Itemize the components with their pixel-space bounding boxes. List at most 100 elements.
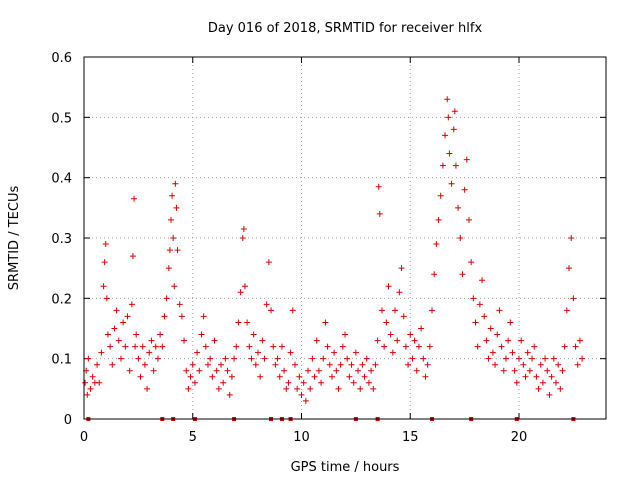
data-point (159, 343, 166, 350)
data-point (101, 259, 108, 266)
data-point (150, 367, 157, 374)
y-tick-label: 0.4 (51, 172, 72, 187)
data-point (548, 373, 555, 380)
data-point (465, 216, 472, 223)
data-point (485, 355, 492, 362)
data-point (209, 373, 216, 380)
data-point (322, 319, 329, 326)
data-point (315, 367, 322, 374)
data-point (479, 277, 486, 284)
data-point (248, 355, 255, 362)
data-point (189, 361, 196, 368)
data-point (420, 355, 427, 362)
data-point (537, 361, 544, 368)
data-point (389, 349, 396, 356)
data-point (187, 373, 194, 380)
data-point (566, 265, 573, 272)
data-point (381, 343, 388, 350)
data-point (375, 183, 382, 190)
data-point (445, 114, 452, 121)
data-point (181, 337, 188, 344)
data-point (422, 373, 429, 380)
data-point (291, 361, 298, 368)
data-point (139, 343, 146, 350)
data-point (555, 361, 562, 368)
data-point (115, 337, 122, 344)
data-point (252, 361, 259, 368)
data-point (457, 235, 464, 241)
data-point (346, 373, 353, 380)
data-point (268, 307, 275, 314)
data-point (344, 355, 351, 362)
data-point (574, 361, 581, 368)
axis-ticks: 0 0.1 0.2 0.3 0.4 0.5 0.6 0 5 10 15 20 (51, 51, 606, 445)
data-point (244, 319, 251, 326)
data-point (311, 373, 318, 380)
data-point (296, 373, 303, 380)
data-point (233, 343, 240, 350)
data-point (309, 355, 316, 362)
data-point (418, 325, 425, 332)
data-point (331, 349, 338, 356)
data-point (429, 307, 435, 314)
data-point (378, 307, 385, 314)
data-point (385, 283, 392, 290)
data-point (87, 385, 94, 392)
data-point (550, 355, 557, 362)
data-point (539, 379, 546, 386)
data-point (141, 361, 148, 368)
data-point (218, 361, 225, 368)
data-point (259, 337, 266, 344)
data-point (257, 373, 264, 380)
data-point (220, 379, 227, 386)
data-point (483, 337, 490, 344)
data-point (261, 355, 268, 362)
data-point (100, 283, 107, 290)
data-point (122, 343, 129, 350)
data-point (194, 349, 201, 356)
data-point (302, 397, 309, 404)
data-point (468, 259, 475, 266)
data-point (128, 301, 135, 308)
data-point (84, 391, 91, 398)
data-point (516, 355, 522, 362)
data-point (374, 337, 381, 344)
data-point (450, 126, 457, 133)
data-point (165, 265, 172, 272)
data-point (240, 225, 247, 232)
data-point (207, 355, 214, 362)
data-point (117, 355, 124, 362)
x-tick-label: 15 (402, 430, 419, 445)
y-tick-label: 0.3 (51, 232, 72, 247)
data-point (524, 349, 531, 356)
data-point (557, 385, 564, 392)
data-point (250, 331, 257, 338)
plot-frame (83, 56, 607, 420)
data-point (361, 373, 368, 380)
data-point (492, 361, 499, 368)
data-point (307, 385, 314, 392)
y-axis-label: SRMTID / TECUs (7, 186, 22, 291)
data-point (283, 385, 290, 392)
data-point (411, 337, 418, 344)
x-tick-label: 0 (80, 430, 88, 445)
data-point (342, 331, 348, 338)
data-point (505, 337, 512, 344)
data-point (451, 108, 458, 115)
data-point (413, 367, 420, 374)
data-point (459, 271, 466, 278)
data-point (211, 337, 218, 344)
data-point (170, 235, 177, 241)
data-point (109, 361, 116, 368)
data-point (285, 379, 292, 386)
chart-title: Day 016 of 2018, SRMTID for receiver hlf… (208, 21, 483, 36)
data-point (535, 385, 542, 392)
data-point (572, 343, 579, 350)
data-point (446, 150, 453, 157)
data-point (103, 295, 110, 302)
data-point (198, 331, 205, 338)
data-point (278, 343, 285, 350)
data-point (435, 216, 442, 223)
data-point (163, 295, 170, 302)
data-point (255, 349, 261, 356)
